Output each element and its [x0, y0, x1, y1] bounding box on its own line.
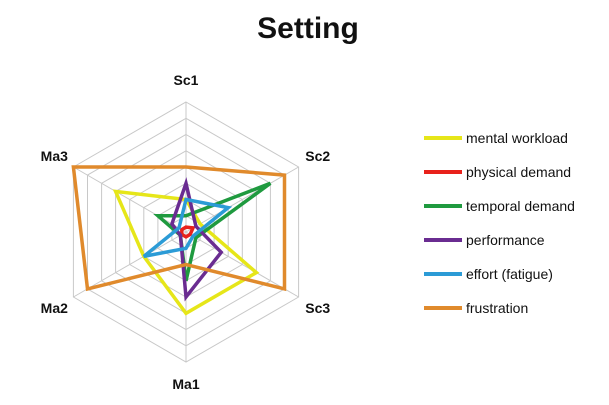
legend-label: physical demand: [466, 164, 571, 180]
series-line: [180, 225, 196, 239]
series-group: [71, 165, 287, 316]
axis-label: Sc1: [174, 72, 199, 88]
series-line: [142, 197, 233, 259]
series-line: [112, 189, 260, 316]
axis-label: Sc3: [305, 300, 330, 316]
axis-label: Ma1: [172, 376, 199, 392]
legend-label: mental workload: [466, 130, 568, 146]
axis-label: Sc2: [305, 148, 330, 164]
chart-title: Setting: [257, 12, 359, 45]
legend-label: performance: [466, 232, 545, 248]
axis-labels: Sc1 Sc2 Sc3 Ma1 Ma2 Ma3: [41, 72, 331, 392]
legend-label: temporal demand: [466, 198, 575, 214]
series-line: [169, 176, 224, 302]
series-line: [71, 165, 287, 292]
legend-label: effort (fatigue): [466, 266, 553, 282]
grid-spoke: [185, 166, 299, 233]
axis-label: Ma3: [41, 148, 68, 164]
radar-grid: [72, 101, 300, 363]
axis-label: Ma2: [41, 300, 68, 316]
legend: mental workload physical demand temporal d…: [424, 130, 575, 316]
legend-label: frustration: [466, 300, 528, 316]
grid-spoke: [73, 166, 187, 233]
